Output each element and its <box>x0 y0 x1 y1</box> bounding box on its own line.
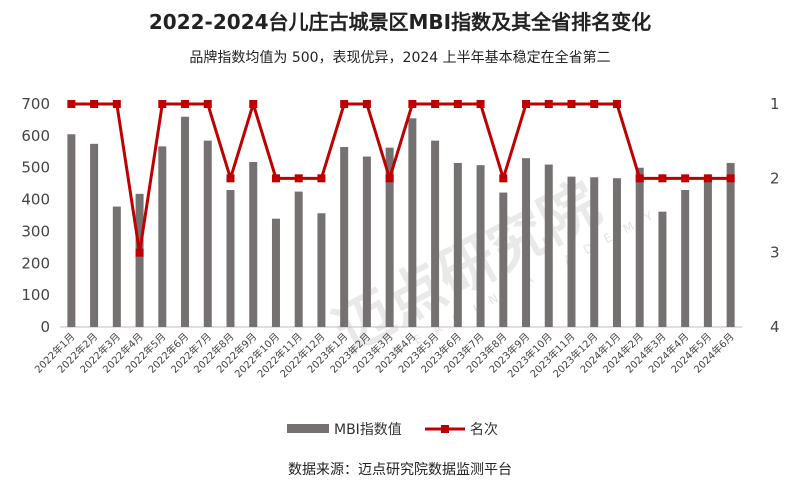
bar-mbi <box>135 193 144 327</box>
bar-mbi <box>226 190 235 327</box>
rank-marker <box>340 100 349 108</box>
bar-mbi <box>362 156 371 327</box>
bar-mbi <box>249 161 258 327</box>
y-left-tick-label: 100 <box>21 286 50 304</box>
rank-marker <box>226 174 235 183</box>
rank-marker <box>567 100 576 108</box>
bar-mbi <box>681 190 690 327</box>
bar-mbi <box>544 164 553 327</box>
bar-mbi <box>203 140 212 327</box>
bar-mbi <box>158 146 167 327</box>
rank-marker <box>181 100 190 108</box>
y-right-tick-label: 4 <box>770 318 780 336</box>
y-right-tick-label: 3 <box>770 244 780 262</box>
bar-mbi <box>90 143 99 327</box>
bar-mbi <box>67 134 76 327</box>
rank-marker <box>726 174 735 183</box>
y-left-tick-label: 200 <box>21 254 50 272</box>
y-left-tick-label: 500 <box>21 159 50 177</box>
rank-marker <box>271 174 280 183</box>
rank-marker <box>431 100 440 108</box>
bar-mbi <box>453 162 462 327</box>
rank-marker <box>408 100 417 108</box>
bar-mbi <box>408 118 417 327</box>
y-left-tick-label: 0 <box>40 318 50 336</box>
rank-marker <box>453 100 462 108</box>
bar-mbi <box>294 191 303 327</box>
legend-bar-swatch <box>287 424 329 433</box>
bar-mbi <box>567 176 576 327</box>
rank-marker <box>590 100 599 108</box>
bar-mbi <box>658 211 667 327</box>
legend: MBI指数值 名次 <box>287 422 498 438</box>
y-right-tick-label: 2 <box>770 169 780 187</box>
bar-mbi <box>612 178 621 327</box>
rank-marker <box>135 248 144 257</box>
bar-mbi <box>112 206 121 327</box>
rank-marker <box>476 100 485 108</box>
legend-line-label: 名次 <box>470 422 498 438</box>
rank-marker <box>681 174 690 183</box>
rank-marker <box>317 174 326 183</box>
y-left-tick-label: 300 <box>21 222 50 240</box>
rank-marker <box>612 100 621 108</box>
rank-marker <box>294 174 303 183</box>
rank-marker <box>90 100 99 108</box>
legend-line-marker <box>441 425 449 433</box>
rank-marker <box>522 100 531 108</box>
rank-marker <box>544 100 553 108</box>
bar-mbi <box>385 147 394 327</box>
bar-mbi <box>522 158 531 327</box>
rank-marker <box>203 100 212 108</box>
chart-subtitle: 品牌指数均值为 500，表现优异，2024 上半年基本稳定在全省第二 <box>189 50 611 66</box>
rank-marker <box>249 100 258 108</box>
bar-mbi <box>181 116 190 327</box>
rank-marker <box>658 174 667 183</box>
y-left-tick-label: 600 <box>21 127 50 145</box>
y-right-tick-label: 1 <box>770 95 780 113</box>
data-source: 数据来源：迈点研究院数据监测平台 <box>288 462 512 478</box>
y-left-tick-label: 400 <box>21 191 50 209</box>
legend-bar-label: MBI指数值 <box>334 422 402 438</box>
rank-marker <box>703 174 712 183</box>
bar-mbi <box>499 192 508 327</box>
chart-title: 2022-2024台儿庄古城景区MBI指数及其全省排名变化 <box>148 10 652 34</box>
bar-mbi <box>590 177 599 327</box>
bar-mbi <box>317 213 326 327</box>
y-left-tick-label: 700 <box>21 95 50 113</box>
rank-marker <box>158 100 167 108</box>
bar-mbi <box>726 162 735 327</box>
rank-marker <box>635 174 644 183</box>
bar-mbi <box>635 167 644 327</box>
bar-mbi <box>703 178 712 327</box>
bar-mbi <box>340 147 349 327</box>
bar-mbi <box>271 218 280 327</box>
rank-marker <box>67 100 76 108</box>
bar-mbi <box>476 165 485 327</box>
rank-marker <box>499 174 508 183</box>
bar-mbi <box>431 140 440 327</box>
rank-marker <box>112 100 121 108</box>
rank-marker <box>362 100 371 108</box>
rank-marker <box>385 174 394 183</box>
